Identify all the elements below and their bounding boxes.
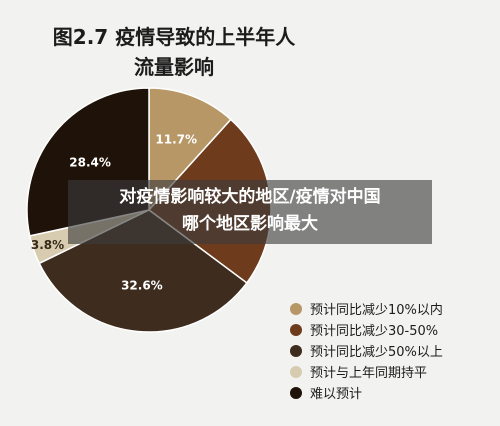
chart-title-line-1: 图2.7 疫情导致的上半年人 (52, 25, 296, 49)
legend-item-flat: 预计与上年同期持平 (290, 361, 443, 382)
legend-item-unpredictable: 难以预计 (290, 382, 443, 403)
chart-title-line-2: 流量影响 (134, 55, 214, 79)
pie-value-label-under-10: 11.7% (155, 132, 197, 146)
legend-label: 预计同比减少30-50% (310, 324, 439, 339)
pie-value-label-unpredictable: 28.4% (69, 156, 111, 170)
pie-value-labels: 11.7% 32.6% 3.8% 28.4% (31, 132, 197, 292)
pie-value-label-flat: 3.8% (31, 238, 64, 252)
chart-legend: 预计同比减少10%以内 预计同比减少30-50% 预计同比减少50%以上 预计与上年同… (290, 298, 443, 403)
caption-line-2: 哪个地区影响最大 (182, 214, 318, 234)
legend-swatch (290, 323, 302, 336)
chart-title: 图2.7 疫情导致的上半年人 流量影响 (24, 22, 324, 82)
pie-value-label-over-50: 32.6% (121, 278, 163, 292)
legend-swatch (290, 344, 302, 357)
legend-label: 预计与上年同期持平 (310, 366, 428, 381)
legend-label: 预计同比减少10%以内 (310, 303, 443, 318)
caption-overlay: 对疫情影响较大的地区/疫情对中国 哪个地区影响最大 (68, 184, 432, 238)
caption-overlay-band (68, 180, 432, 244)
caption-line-1: 对疫情影响较大的地区/疫情对中国 (119, 187, 381, 207)
pie-slice-under-10 (148, 87, 232, 212)
legend-label: 预计同比减少50%以上 (310, 345, 443, 360)
legend-item-under-10: 预计同比减少10%以内 (290, 298, 443, 319)
legend-item-over-50: 预计同比减少50%以上 (290, 340, 443, 361)
legend-item-30-50: 预计同比减少30-50% (290, 319, 443, 340)
legend-swatch (290, 302, 302, 315)
legend-swatch (290, 386, 302, 399)
legend-swatch (290, 365, 302, 378)
legend-label: 难以预计 (310, 387, 363, 402)
